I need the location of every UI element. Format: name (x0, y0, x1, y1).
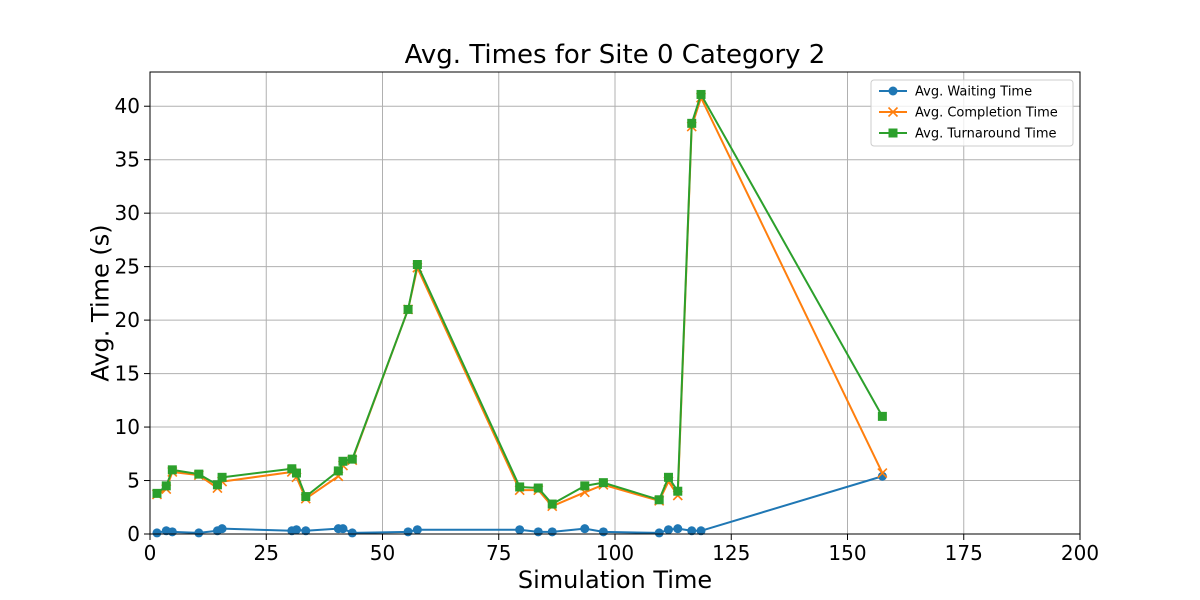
x-tick-label: 100 (596, 541, 634, 565)
data-point (167, 527, 177, 537)
data-point (412, 260, 422, 269)
data-point (412, 525, 422, 535)
chart-title: Avg. Times for Site 0 Category 2 (405, 40, 826, 70)
data-point (515, 482, 525, 492)
data-point (663, 525, 673, 535)
data-point (580, 481, 590, 491)
data-point (347, 454, 357, 464)
data-point (217, 524, 227, 534)
legend-item: Avg. Waiting Time (879, 85, 1032, 100)
y-axis-ticks: 0 5 10 15 20 25 30 35 40 (115, 94, 150, 546)
legend-item: Avg. Turnaround Time (879, 127, 1057, 142)
x-tick-label: 175 (945, 541, 983, 565)
y-tick-label: 15 (115, 362, 140, 386)
legend-box (870, 79, 1074, 147)
data-point (877, 471, 887, 481)
data-point (515, 525, 525, 535)
data-point (291, 468, 301, 478)
y-tick-label: 0 (127, 522, 140, 546)
data-point (152, 528, 162, 538)
data-point (547, 499, 557, 509)
data-point (547, 527, 557, 537)
legend-label: Avg. Turnaround Time (915, 127, 1057, 142)
series-layer (151, 89, 888, 538)
data-point (152, 488, 162, 498)
legend-label: Avg. Waiting Time (915, 85, 1032, 100)
data-point (877, 411, 887, 421)
data-point (212, 480, 222, 490)
y-tick-label: 10 (115, 415, 140, 439)
x-axis-ticks: 0 25 50 75 100 125 150 175 200 (144, 534, 1099, 565)
data-point (877, 467, 888, 479)
data-point (347, 528, 357, 538)
data-point (533, 483, 543, 493)
y-tick-label: 5 (127, 469, 140, 493)
data-point (287, 464, 297, 474)
data-point (598, 527, 608, 537)
data-point (338, 456, 348, 466)
x-tick-label: 50 (370, 541, 395, 565)
data-point (696, 526, 706, 536)
data-point (580, 524, 590, 534)
data-point (654, 495, 664, 505)
data-point (403, 304, 413, 314)
series-avg-completion-time (151, 92, 888, 512)
x-tick-label: 0 (144, 541, 157, 565)
x-tick-label: 150 (828, 541, 866, 565)
data-point (301, 526, 311, 536)
data-point (194, 469, 204, 479)
x-tick-label: 25 (254, 541, 279, 565)
legend-marker (888, 128, 898, 138)
data-point (663, 472, 673, 482)
data-point (598, 478, 608, 488)
data-point (301, 492, 311, 502)
y-tick-label: 20 (115, 308, 140, 332)
data-point (673, 486, 683, 496)
y-axis-label: Avg. Time (s) (86, 224, 114, 381)
y-tick-label: 25 (115, 255, 140, 279)
data-point (687, 526, 697, 536)
data-point (654, 528, 664, 538)
legend-marker (888, 86, 898, 96)
x-tick-label: 200 (1061, 541, 1099, 565)
y-tick-label: 35 (115, 148, 140, 172)
y-tick-label: 30 (115, 201, 140, 225)
data-point (167, 465, 177, 475)
data-point (696, 89, 706, 99)
x-tick-label: 75 (486, 541, 511, 565)
legend-label: Avg. Completion Time (915, 106, 1058, 121)
legend: Avg. Waiting Time Avg. Completion Time Avg… (870, 79, 1074, 147)
data-point (291, 525, 301, 535)
data-point (217, 472, 227, 482)
data-point (673, 524, 683, 534)
data-point (533, 527, 543, 537)
data-point (403, 527, 413, 537)
legend-item: Avg. Completion Time (879, 106, 1058, 121)
data-point (194, 528, 204, 538)
data-point (333, 466, 343, 476)
x-axis-label: Simulation Time (518, 566, 712, 594)
data-point (338, 524, 348, 534)
data-point (161, 481, 171, 491)
series-avg-turnaround-time (152, 89, 887, 509)
data-point (687, 118, 697, 128)
legend-marker (887, 106, 899, 118)
series-avg-waiting-time (152, 471, 887, 538)
x-tick-label: 125 (712, 541, 750, 565)
y-tick-label: 40 (115, 94, 140, 118)
